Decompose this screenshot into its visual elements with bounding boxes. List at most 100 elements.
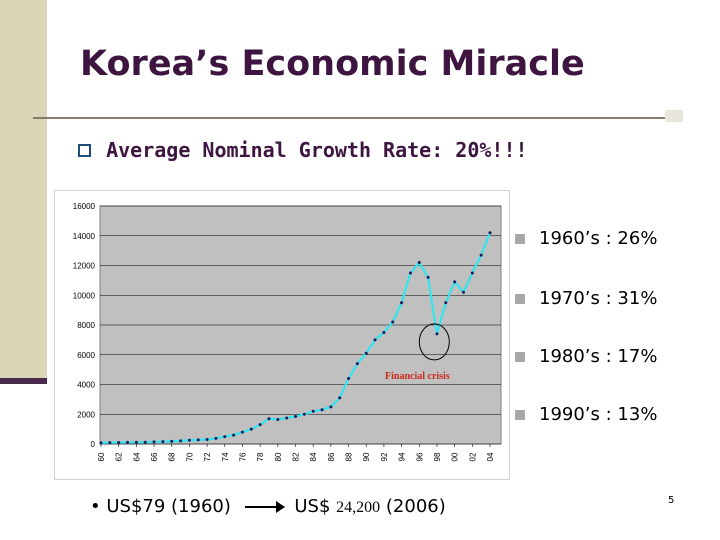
x-tick-label: 94 xyxy=(398,452,407,461)
data-point xyxy=(408,271,412,275)
data-point xyxy=(152,440,156,444)
data-point xyxy=(267,417,271,421)
data-point xyxy=(134,440,138,444)
x-tick-label: 92 xyxy=(380,452,389,461)
stat-label: 1990’s : 13% xyxy=(539,404,658,425)
stat-item: 1970’s : 31% xyxy=(515,288,657,309)
data-point xyxy=(347,377,351,381)
x-tick-label: 86 xyxy=(327,452,336,461)
x-tick-label: 88 xyxy=(345,452,354,461)
data-point xyxy=(373,338,377,342)
x-tick-label: 72 xyxy=(203,452,212,461)
data-point xyxy=(479,253,483,257)
square-bullet-icon xyxy=(515,352,525,362)
data-point xyxy=(338,396,342,400)
data-point xyxy=(240,430,244,434)
data-point xyxy=(488,231,492,235)
data-point xyxy=(223,435,227,439)
data-point xyxy=(364,351,368,355)
data-point xyxy=(196,438,200,442)
y-tick-label: 10000 xyxy=(73,291,96,300)
data-point xyxy=(117,441,121,445)
chart-frame: 0 2000 4000 6000 8000 10000 12000 14000 16000 60 6… xyxy=(54,190,510,480)
y-tick-label: 6000 xyxy=(77,351,95,360)
data-point xyxy=(382,330,386,334)
y-tick-label: 4000 xyxy=(77,381,95,390)
data-point xyxy=(214,436,218,440)
data-point xyxy=(108,441,112,445)
data-point xyxy=(391,320,395,324)
data-point xyxy=(161,440,165,444)
data-point xyxy=(470,271,474,275)
data-point xyxy=(320,408,324,412)
x-tick-label: 64 xyxy=(132,452,141,461)
x-tick-label: 98 xyxy=(433,452,442,461)
y-tick-label: 2000 xyxy=(77,410,95,419)
data-point xyxy=(276,417,280,421)
y-tick-label: 12000 xyxy=(73,262,96,271)
stat-item: 1980’s : 17% xyxy=(515,346,657,367)
x-tick-label: 76 xyxy=(238,452,247,461)
y-tick-label: 8000 xyxy=(77,321,95,330)
x-tick-label: 96 xyxy=(415,452,424,461)
data-point xyxy=(294,414,297,418)
data-point xyxy=(249,427,253,431)
sidebar-accent-bar xyxy=(0,378,47,384)
stat-label: 1970’s : 31% xyxy=(539,288,658,309)
data-point xyxy=(444,301,448,305)
annotation-label: Financial crisis xyxy=(385,371,450,382)
data-point xyxy=(329,405,333,409)
data-point xyxy=(179,439,183,443)
x-tick-label: 02 xyxy=(468,452,477,461)
x-tick-label: 90 xyxy=(362,452,371,461)
gdp-end-suffix: (2006) xyxy=(385,496,446,517)
x-tick-label: 84 xyxy=(309,452,318,461)
sidebar-decoration xyxy=(0,0,47,383)
x-tick-label: 68 xyxy=(168,452,177,461)
square-bullet-icon xyxy=(515,410,525,420)
x-tick-label: 00 xyxy=(451,452,460,461)
x-tick-label: 80 xyxy=(274,452,283,461)
gdp-comparison: • US$79 (1960) US$ 24,200 (2006) xyxy=(90,496,446,517)
data-point xyxy=(400,301,404,305)
square-bullet-icon xyxy=(515,294,525,304)
right-arrow-icon xyxy=(244,501,285,513)
y-tick-label: 14000 xyxy=(73,232,96,241)
stat-item: 1960’s : 26% xyxy=(515,228,657,249)
data-point xyxy=(99,441,103,445)
square-bullet-icon xyxy=(78,144,91,157)
data-point xyxy=(205,438,209,442)
data-point xyxy=(170,439,174,443)
bullet-dot-icon: • xyxy=(90,496,101,517)
data-point xyxy=(285,416,289,420)
gdp-end-value: 24,200 xyxy=(336,499,381,516)
crisis-circle xyxy=(418,323,450,361)
x-tick-label: 62 xyxy=(115,452,124,461)
data-point xyxy=(435,332,439,336)
gdp-start: US$79 (1960) xyxy=(106,496,231,517)
x-tick-label: 60 xyxy=(97,452,106,461)
stat-label: 1960’s : 26% xyxy=(539,228,658,249)
data-point xyxy=(461,290,465,294)
gdp-end-prefix: US$ xyxy=(294,496,331,517)
x-tick-label: 04 xyxy=(486,452,495,461)
data-point xyxy=(187,438,191,442)
subtitle-line: Average Nominal Growth Rate: 20%!!! xyxy=(78,138,528,162)
divider-end-box xyxy=(665,110,683,122)
x-tick-label: 66 xyxy=(150,452,159,461)
stat-label: 1980’s : 17% xyxy=(539,346,658,367)
page-number: 5 xyxy=(668,495,675,506)
data-point xyxy=(232,433,236,437)
subtitle-text: Average Nominal Growth Rate: 20%!!! xyxy=(106,138,528,162)
x-tick-label: 82 xyxy=(292,452,301,461)
data-point xyxy=(126,440,130,444)
data-point xyxy=(311,409,315,413)
data-point xyxy=(426,275,430,279)
y-tick-label: 16000 xyxy=(73,202,96,211)
x-tick-label: 74 xyxy=(221,452,230,461)
data-point xyxy=(302,412,306,416)
y-tick-label: 0 xyxy=(91,440,96,449)
title-divider xyxy=(33,117,683,119)
data-point xyxy=(417,261,421,265)
